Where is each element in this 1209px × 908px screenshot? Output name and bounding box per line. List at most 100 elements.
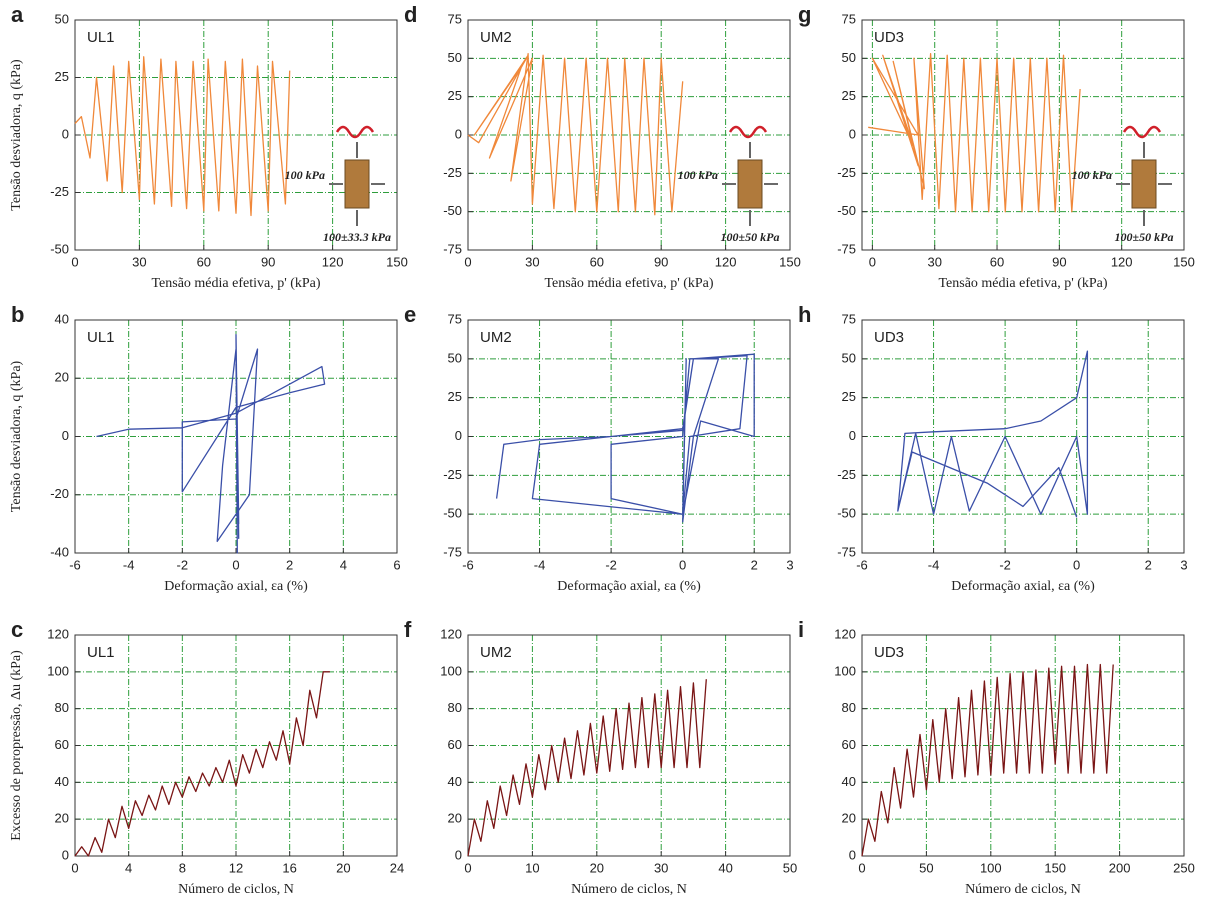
x-tick-label: 250 [1173, 860, 1195, 875]
x-tick-label: 0 [858, 860, 865, 875]
y-tick-label: 20 [842, 811, 856, 826]
subplot: 0 50 100 150 200 250 0 20 40 60 80 100 120 i UD3 Número… [798, 617, 1195, 897]
inset-sample [737, 159, 763, 209]
y-tick-label: 75 [842, 11, 856, 26]
x-tick-label: 0 [71, 860, 78, 875]
x-tick-label: 90 [1052, 254, 1066, 269]
inset-label: 100±50 kPa [1115, 230, 1174, 244]
x-tick-label: 120 [715, 254, 737, 269]
y-tick-label: 20 [55, 370, 69, 385]
data-line [74, 56, 291, 217]
x-tick-label: 90 [261, 254, 275, 269]
x-axis-label: Deformação axial, εa (%) [557, 579, 701, 594]
subplot: 0 10 20 30 40 50 0 20 40 60 80 100 120 f UM2 Número de … [404, 617, 797, 897]
x-axis-label: Número de ciclos, N [178, 882, 294, 897]
inset-label: 100 kPa [1072, 168, 1112, 182]
x-tick-label: 30 [132, 254, 146, 269]
x-tick-label: 60 [990, 254, 1004, 269]
x-tick-label: 4 [340, 557, 347, 572]
y-tick-label: -50 [443, 506, 462, 521]
y-tick-label: 80 [55, 700, 69, 715]
data-line [495, 353, 755, 523]
panel-label: i [798, 617, 804, 642]
y-tick-label: 40 [448, 774, 462, 789]
y-tick-label: -40 [50, 544, 69, 559]
x-tick-label: -6 [462, 557, 474, 572]
y-tick-label: 40 [55, 774, 69, 789]
x-tick-label: 0 [71, 254, 78, 269]
annotation: UL1 [87, 644, 115, 661]
inset-label: 100 kPa [678, 168, 718, 182]
y-tick-label: -20 [50, 486, 69, 501]
y-axis-label: Tensão desviadora, q (kPa) [9, 59, 24, 211]
inset-wave [1122, 125, 1162, 139]
x-tick-label: 0 [464, 254, 471, 269]
x-tick-label: 10 [525, 860, 539, 875]
y-tick-label: 50 [448, 350, 462, 365]
x-tick-label: 90 [654, 254, 668, 269]
x-axis-label: Tensão média efetiva, p' (kPa) [151, 276, 320, 291]
x-tick-label: 2 [751, 557, 758, 572]
inset-wave [335, 125, 375, 139]
y-tick-label: -75 [443, 544, 462, 559]
x-tick-label: -6 [69, 557, 81, 572]
inset-label: 100 kPa [285, 168, 325, 182]
y-tick-label: 120 [440, 626, 462, 641]
x-tick-label: 50 [919, 860, 933, 875]
y-tick-label: 50 [55, 11, 69, 26]
x-tick-label: 0 [869, 254, 876, 269]
x-tick-label: 30 [927, 254, 941, 269]
y-tick-label: 75 [842, 311, 856, 326]
x-tick-label: 100 [980, 860, 1002, 875]
subplot: 0 30 60 90 120 150 -75 -50 -25 0 25 50 75 d UM2 Tensão … [404, 2, 801, 291]
y-tick-label: -75 [837, 241, 856, 256]
x-tick-label: 150 [1173, 254, 1195, 269]
y-tick-label: 60 [55, 737, 69, 752]
x-tick-label: 0 [1073, 557, 1080, 572]
panel-label: b [11, 302, 24, 327]
x-tick-label: 0 [464, 860, 471, 875]
annotation: UM2 [480, 644, 512, 661]
panel-label: d [404, 2, 417, 27]
y-tick-label: 20 [448, 811, 462, 826]
y-tick-label: 60 [448, 737, 462, 752]
x-tick-label: 120 [322, 254, 344, 269]
x-tick-label: 30 [654, 860, 668, 875]
y-tick-label: 75 [448, 311, 462, 326]
y-tick-label: 0 [455, 428, 462, 443]
y-tick-label: 40 [55, 311, 69, 326]
y-tick-label: 120 [47, 626, 69, 641]
y-tick-label: 0 [62, 428, 69, 443]
panel-label: e [404, 302, 416, 327]
subplot: 0 30 60 90 120 150 -50 -25 0 25 50 a UL1 Tensão média… [9, 2, 408, 291]
x-tick-label: 3 [786, 557, 793, 572]
x-tick-label: 4 [125, 860, 132, 875]
x-tick-label: 2 [1145, 557, 1152, 572]
y-tick-label: 0 [62, 847, 69, 862]
x-axis-label: Deformação axial, εa (%) [951, 579, 1095, 594]
x-tick-label: 24 [390, 860, 404, 875]
inset-arrows [329, 142, 385, 226]
x-tick-label: 20 [336, 860, 350, 875]
annotation: UL1 [87, 29, 115, 46]
y-tick-label: -50 [837, 203, 856, 218]
x-tick-label: -4 [123, 557, 135, 572]
y-tick-label: -25 [837, 467, 856, 482]
data-line [861, 663, 1114, 857]
y-tick-label: 25 [842, 88, 856, 103]
x-tick-label: -2 [999, 557, 1011, 572]
data-line [96, 333, 326, 554]
data-line [74, 671, 330, 857]
y-tick-label: -50 [50, 241, 69, 256]
y-tick-label: 80 [842, 700, 856, 715]
x-tick-label: 150 [779, 254, 801, 269]
y-tick-label: 20 [55, 811, 69, 826]
x-tick-label: 120 [1111, 254, 1133, 269]
annotation: UL1 [87, 329, 115, 346]
y-tick-label: -25 [837, 165, 856, 180]
x-axis-label: Tensão média efetiva, p' (kPa) [938, 276, 1107, 291]
x-axis-label: Número de ciclos, N [571, 882, 687, 897]
x-tick-label: 2 [286, 557, 293, 572]
x-tick-label: 200 [1109, 860, 1131, 875]
inset-label: 100±50 kPa [721, 230, 780, 244]
